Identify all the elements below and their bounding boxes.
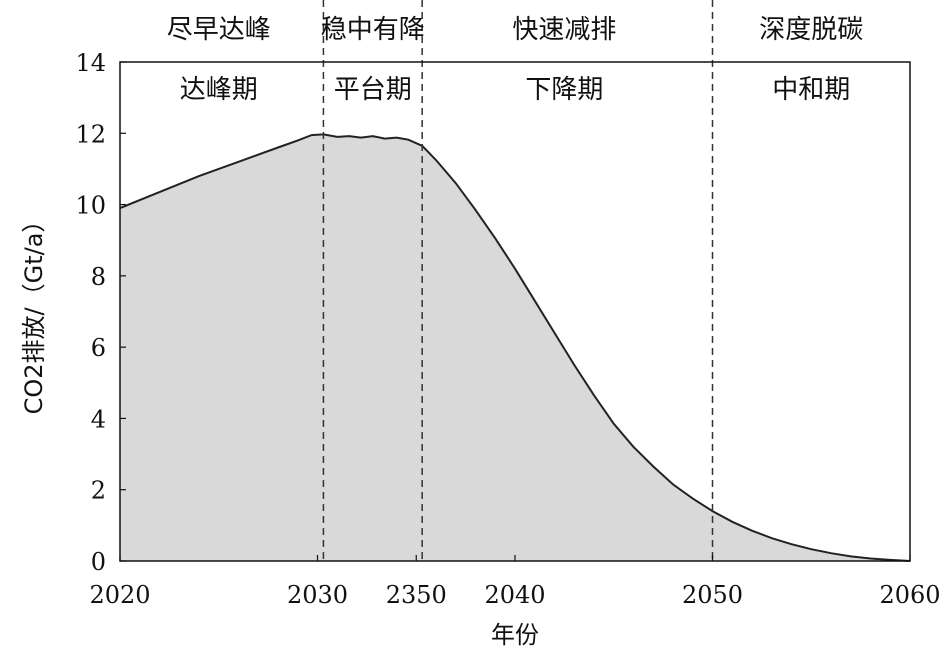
phase-label-3: 中和期 [772, 75, 850, 105]
y-tick-label-4: 8 [91, 263, 106, 291]
x-tick-label-0: 2020 [89, 581, 150, 609]
y-axis-title: CO2排放/（Gt/a） [20, 209, 48, 415]
emissions-area-fill [120, 134, 910, 561]
y-tick-label-6: 12 [75, 120, 106, 148]
strategy-label-3: 深度脱碳 [759, 15, 863, 45]
y-tick-label-2: 4 [91, 405, 106, 433]
x-tick-label-4: 2050 [682, 581, 743, 609]
y-tick-label-3: 6 [91, 334, 106, 362]
y-tick-label-5: 10 [75, 192, 106, 220]
phase-label-1: 平台期 [334, 75, 412, 105]
y-tick-label-0: 0 [91, 548, 106, 576]
phase-label-2: 下降期 [525, 75, 603, 105]
strategy-label-1: 稳中有降 [321, 15, 425, 45]
strategy-label-0: 尽早达峰 [167, 15, 271, 45]
x-tick-label-3: 2040 [484, 581, 545, 609]
x-tick-label-5: 2060 [879, 581, 940, 609]
y-tick-label-1: 2 [91, 477, 106, 505]
phase-label-0: 达峰期 [180, 75, 258, 105]
strategy-label-2: 快速减排 [512, 15, 616, 45]
x-axis-title: 年份 [491, 621, 539, 649]
x-tick-label-1: 2030 [287, 581, 348, 609]
emissions-curve-line [119, 133, 911, 562]
x-tick-label-2: 2350 [386, 581, 447, 609]
y-tick-label-7: 14 [75, 49, 106, 77]
